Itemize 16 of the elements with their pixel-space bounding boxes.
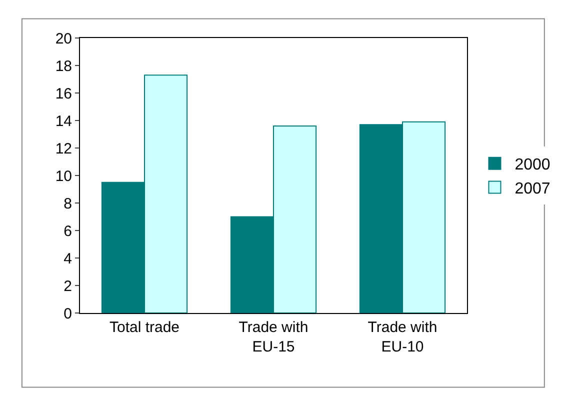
x-tick-label: Trade with EU-10 — [368, 319, 438, 356]
y-tick-label: 12 — [55, 140, 72, 158]
y-tick-label: 18 — [55, 58, 72, 75]
legend-label: 2000 — [514, 156, 550, 174]
y-tick-label: 14 — [55, 112, 72, 130]
y-tick-label: 6 — [64, 222, 72, 240]
y-tick-label: 16 — [55, 85, 72, 102]
y-tick-label: 10 — [55, 168, 72, 185]
x-tick-label: Total trade — [109, 319, 180, 336]
y-tick-label: 2 — [64, 278, 72, 295]
y-tick-label: 4 — [64, 250, 72, 268]
x-tick-label: Trade with EU-15 — [238, 319, 308, 356]
y-tick-label: 8 — [64, 195, 72, 212]
legend-label: 2007 — [514, 180, 550, 198]
y-tick-label: 0 — [64, 305, 72, 322]
y-tick-label: 20 — [55, 30, 72, 48]
